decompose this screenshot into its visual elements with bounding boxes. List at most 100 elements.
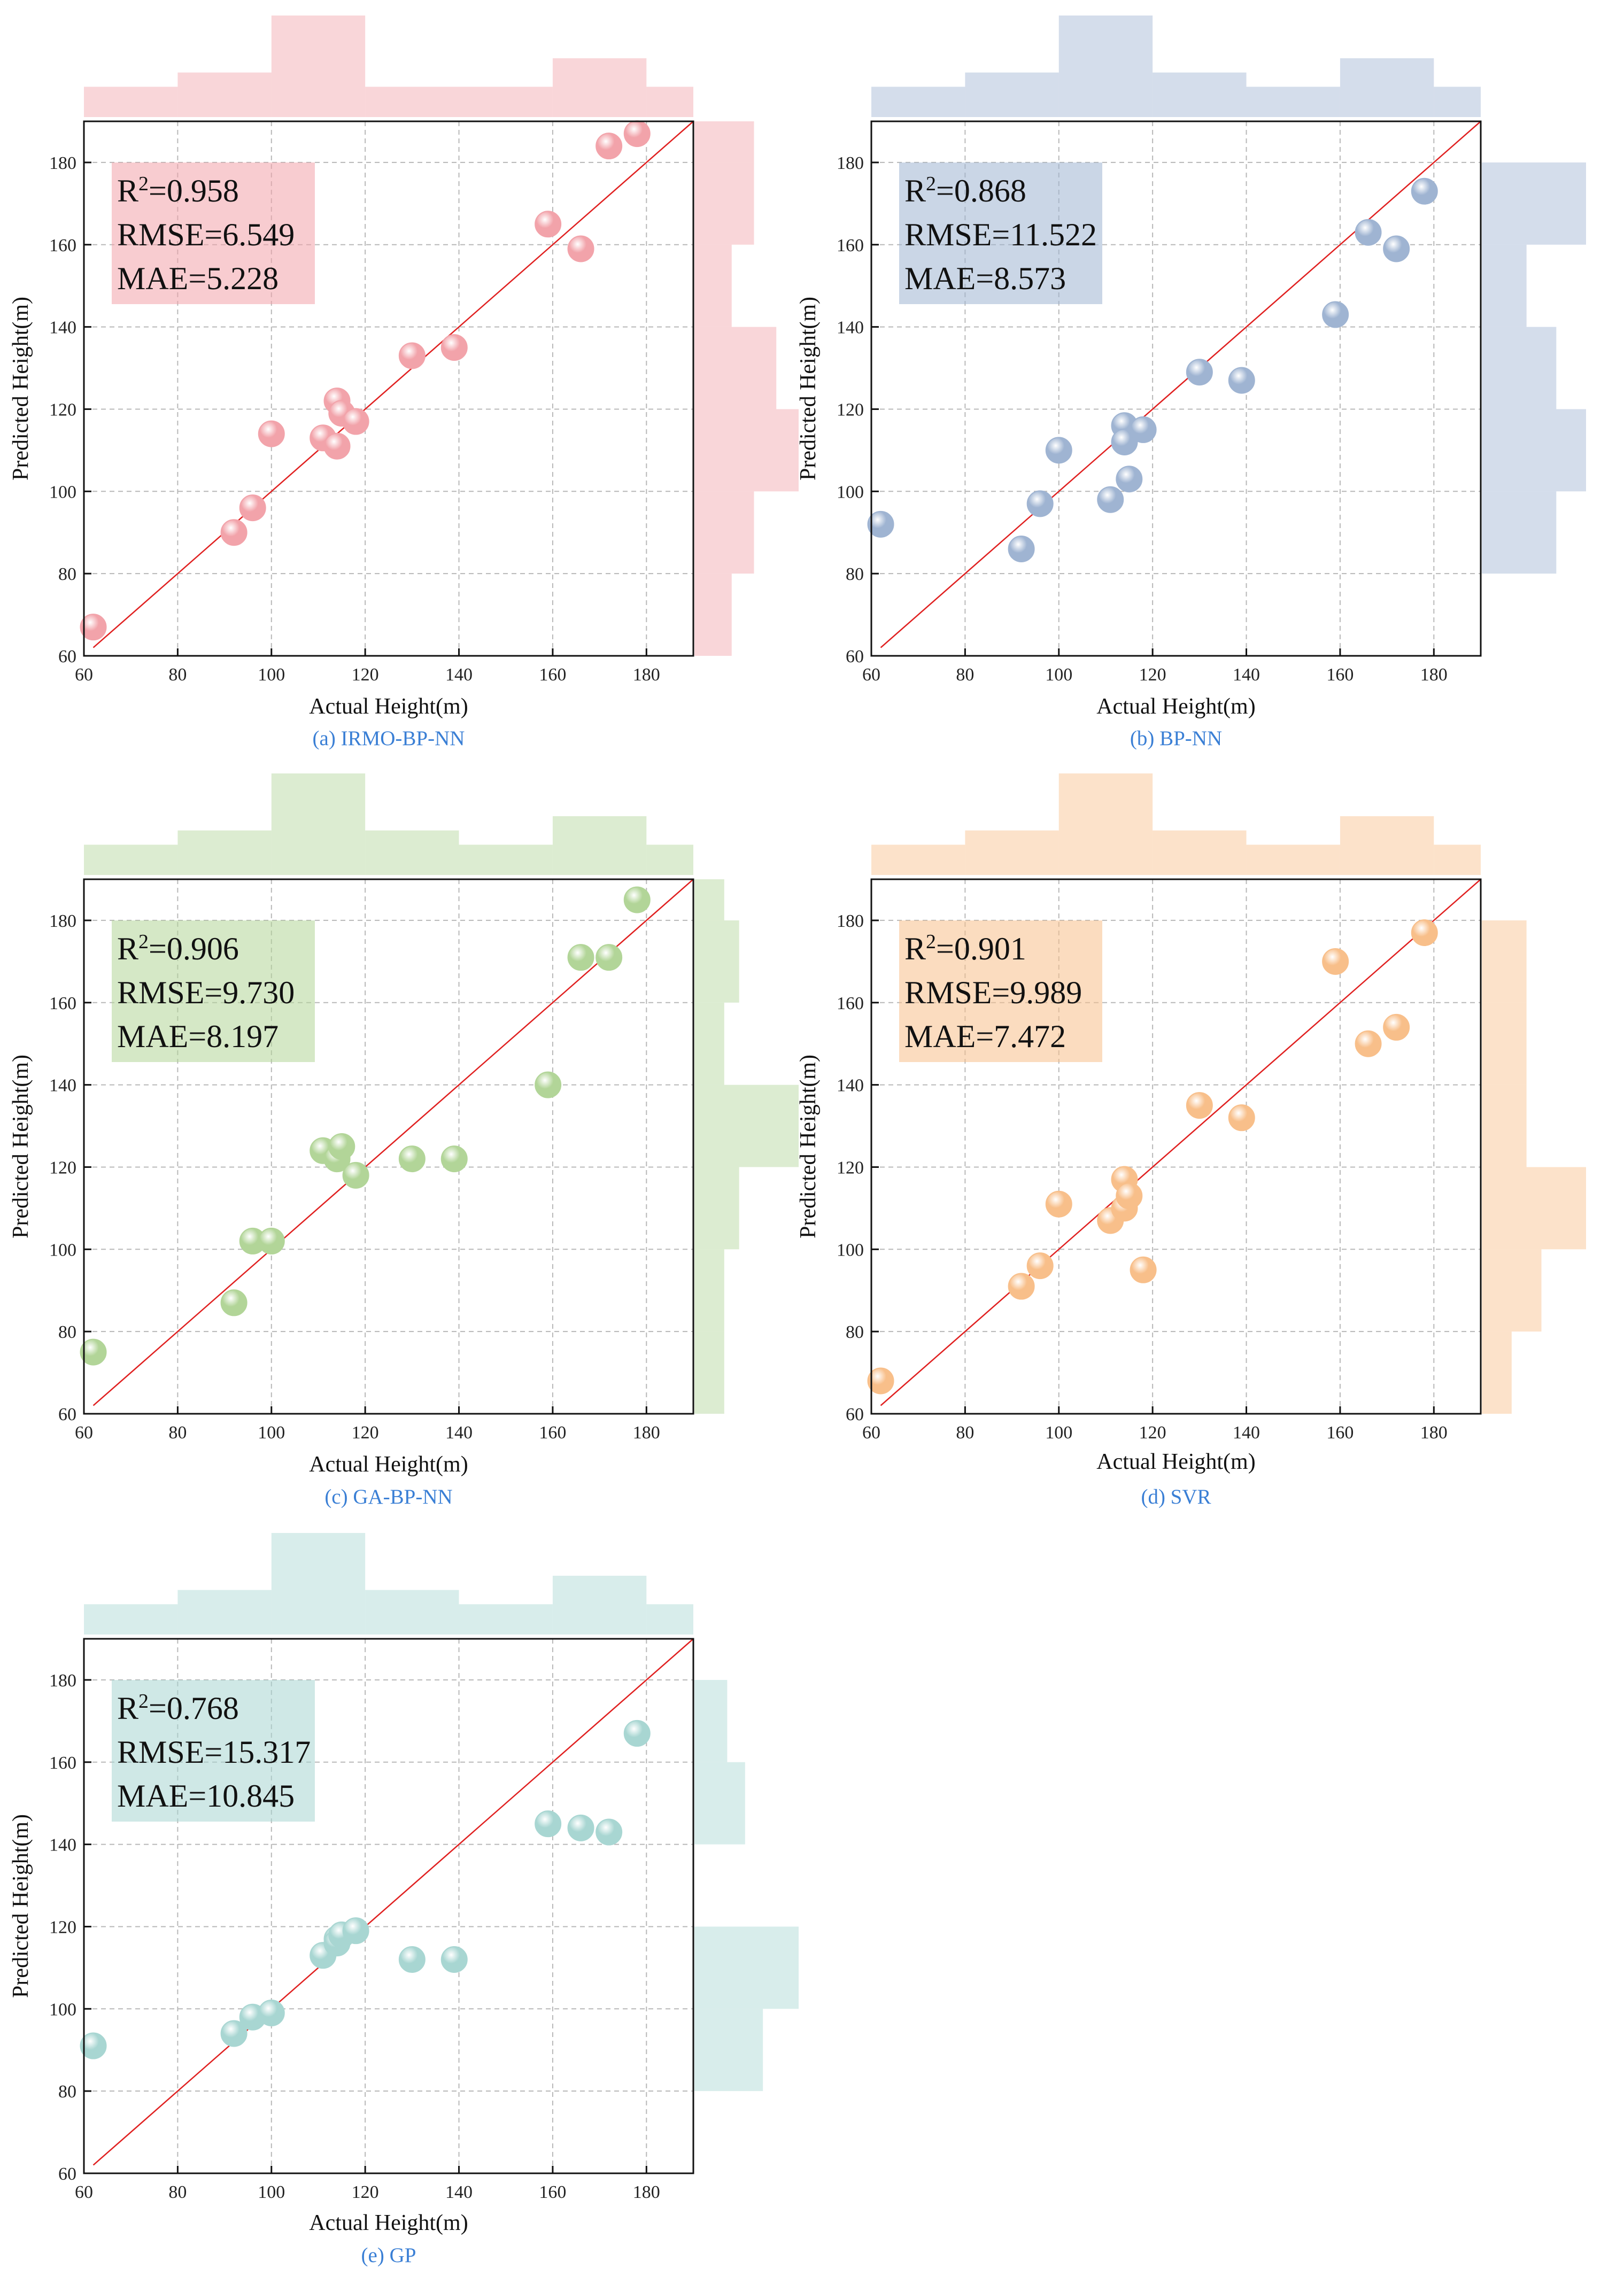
histogram-top-bar bbox=[365, 87, 459, 117]
metric-r2: R2=0.958 bbox=[117, 173, 239, 208]
data-point bbox=[1116, 1182, 1143, 1210]
data-point bbox=[1322, 948, 1349, 975]
data-point bbox=[567, 944, 594, 971]
data-point bbox=[1130, 1256, 1157, 1283]
y-tick-label: 80 bbox=[58, 564, 76, 584]
histogram-right-bar bbox=[694, 1926, 799, 2009]
data-point bbox=[1045, 1190, 1072, 1218]
data-point bbox=[220, 1289, 248, 1316]
y-tick-label: 160 bbox=[837, 236, 864, 255]
x-tick-label: 120 bbox=[352, 1423, 379, 1443]
histogram-right-bar bbox=[694, 920, 739, 1003]
y-tick-label: 140 bbox=[49, 318, 76, 338]
histogram-right-bar bbox=[694, 1167, 739, 1250]
reference-line bbox=[880, 121, 1481, 648]
data-point bbox=[535, 1810, 562, 1838]
data-point bbox=[220, 519, 248, 546]
y-tick-label: 60 bbox=[58, 647, 76, 667]
x-tick-label: 80 bbox=[168, 665, 187, 685]
histogram-top-bar bbox=[1058, 16, 1153, 117]
histogram-top-bar bbox=[646, 845, 693, 875]
histogram-top-bar bbox=[965, 830, 1059, 875]
y-axis-label: Predicted Height(m) bbox=[9, 297, 33, 481]
y-tick-label: 60 bbox=[58, 2164, 76, 2184]
data-point bbox=[80, 2032, 107, 2059]
data-point bbox=[342, 1161, 369, 1189]
histogram-top-bar bbox=[365, 830, 459, 875]
y-tick-label: 120 bbox=[49, 1917, 76, 1937]
x-tick-label: 120 bbox=[1139, 1423, 1166, 1443]
metric-r2: R2=0.768 bbox=[117, 1690, 239, 1726]
y-tick-label: 160 bbox=[49, 1753, 76, 1773]
panel-4: R2=0.901 RMSE=9.989 MAE=7.472 60 80 100 120 140… bbox=[796, 773, 1586, 1508]
data-point bbox=[1355, 219, 1382, 246]
y-tick-label: 140 bbox=[49, 1835, 76, 1855]
x-tick-label: 60 bbox=[75, 665, 93, 685]
histogram-right-bar bbox=[1482, 1085, 1527, 1167]
histogram-top-bar bbox=[271, 1533, 366, 1635]
data-point bbox=[596, 133, 623, 160]
y-tick-label: 80 bbox=[58, 1322, 76, 1342]
y-axis-label: Predicted Height(m) bbox=[9, 1055, 33, 1238]
histogram-right-bar bbox=[694, 1002, 724, 1085]
histogram-top-bar bbox=[365, 1590, 459, 1635]
data-point bbox=[80, 1338, 107, 1366]
data-point bbox=[1097, 486, 1124, 513]
y-tick-label: 60 bbox=[846, 1405, 864, 1424]
data-point bbox=[328, 1133, 355, 1160]
histogram-top-bar bbox=[1434, 87, 1481, 117]
data-point bbox=[1383, 1013, 1410, 1041]
x-tick-label: 60 bbox=[862, 1423, 880, 1443]
data-point bbox=[398, 1946, 426, 1973]
histogram-top-bar bbox=[1246, 87, 1340, 117]
axes-frame bbox=[83, 878, 694, 1415]
x-tick-label: 60 bbox=[862, 665, 880, 685]
data-point bbox=[440, 1145, 468, 1173]
data-point bbox=[1045, 437, 1072, 464]
axes-frame bbox=[83, 1638, 694, 2174]
y-tick-label: 60 bbox=[846, 647, 864, 667]
metric-r2: R2=0.901 bbox=[904, 931, 1026, 966]
histogram-top-bar bbox=[459, 845, 553, 875]
histogram-top-bar bbox=[1153, 830, 1247, 875]
data-point bbox=[342, 1917, 369, 1945]
y-tick-label: 80 bbox=[58, 2082, 76, 2102]
x-tick-label: 160 bbox=[1326, 1423, 1354, 1443]
data-point bbox=[596, 944, 623, 971]
data-point bbox=[1322, 301, 1349, 328]
data-point bbox=[1026, 1252, 1054, 1280]
metric-rmse: RMSE=15.317 bbox=[117, 1734, 311, 1770]
data-point bbox=[1383, 235, 1410, 262]
y-tick-label: 160 bbox=[837, 994, 864, 1013]
metrics-box bbox=[112, 162, 315, 304]
data-point bbox=[1008, 536, 1035, 562]
histogram-right-bar bbox=[694, 1679, 728, 1762]
histogram-right-bar bbox=[1482, 1249, 1542, 1332]
x-tick-label: 180 bbox=[633, 2182, 660, 2202]
x-tick-label: 160 bbox=[539, 665, 566, 685]
data-point bbox=[535, 1071, 562, 1098]
y-tick-label: 140 bbox=[837, 318, 864, 338]
data-point bbox=[1355, 1030, 1382, 1057]
data-point bbox=[1186, 359, 1213, 386]
x-tick-label: 180 bbox=[633, 665, 660, 685]
panel-caption: (b) BP-NN bbox=[1130, 727, 1222, 750]
histogram-right-bar bbox=[694, 409, 799, 492]
x-tick-label: 140 bbox=[1233, 665, 1260, 685]
histogram-top-bar bbox=[1058, 773, 1153, 875]
histogram-top-bar bbox=[271, 773, 366, 875]
reference-line bbox=[92, 879, 694, 1406]
metric-rmse: RMSE=11.522 bbox=[904, 217, 1097, 252]
data-point bbox=[258, 2000, 285, 2026]
histogram-top-bar bbox=[646, 1604, 693, 1635]
metric-mae: MAE=5.228 bbox=[117, 261, 279, 296]
histogram-top-bar bbox=[459, 1604, 553, 1635]
x-tick-label: 160 bbox=[1326, 665, 1354, 685]
histogram-top-bar bbox=[271, 16, 366, 117]
y-tick-label: 160 bbox=[49, 994, 76, 1013]
y-tick-label: 160 bbox=[49, 236, 76, 255]
x-tick-label: 100 bbox=[258, 1423, 285, 1443]
x-tick-label: 80 bbox=[956, 665, 974, 685]
x-tick-label: 100 bbox=[258, 665, 285, 685]
